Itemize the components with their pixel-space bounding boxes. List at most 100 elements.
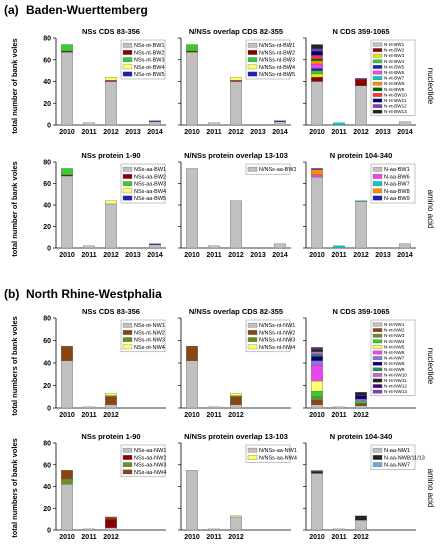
x-tick-label: 2014	[147, 129, 163, 136]
x-tick-label: 2010	[184, 252, 200, 259]
legend-swatch	[247, 50, 258, 55]
legend-swatch	[372, 53, 383, 58]
ylabel-a-aminoacid: total number of bank voles	[10, 161, 19, 256]
legend-swatch	[372, 195, 383, 201]
bar-segment-nss-aa-bw1	[83, 245, 95, 249]
bar-segment-n-nss-nt-nw2	[230, 396, 242, 405]
section-a-title: Baden-Wuerttemberg	[26, 3, 148, 17]
bar-segment-n-nt-bw5	[311, 68, 323, 71]
chart-panel-10: NSs protein 1-90 0 20 40 60 80 2010 2011 2012 NSs…	[43, 432, 166, 541]
legend-label: N-nt-BW4	[384, 59, 405, 64]
legend-label: N-nt-NW13	[384, 389, 407, 394]
legend-label: NSs-nt-BW4	[134, 65, 165, 71]
bar-segment-n-nss-nt-nw1	[230, 404, 242, 409]
y-tick-label: 80	[43, 441, 51, 448]
bar-segment-nss-aa-bw1	[105, 203, 117, 249]
chart-title: N/NSs overlap CDS 82-355	[189, 27, 283, 36]
y-tick-label: 80	[43, 36, 51, 43]
bar-segment-nss-nt-nw2	[61, 345, 73, 361]
bar-segment-n-aa-nw8-11-13	[355, 515, 367, 521]
legend-label: NSs-nt-NW2	[134, 330, 165, 336]
legend-label: N/NSs-nt-NW1	[259, 323, 295, 329]
bar-segment-nss-aa-bw1	[149, 244, 161, 249]
x-tick-label: 2010	[184, 129, 200, 136]
charts-layer: NSs CDS 83-356 0 20 40 60 80 2010 2011 2012 2013 2…	[43, 27, 425, 541]
legend-label: NSs-aa-BW4	[134, 189, 166, 195]
legend-label: N-aa-BW7	[384, 182, 410, 188]
y-tick-label: 20	[43, 506, 51, 513]
bar-segment-n-aa-bw9	[311, 168, 323, 170]
legend-swatch	[372, 70, 383, 75]
chart-title: NSs protein 1-90	[81, 151, 140, 160]
legend-label: N-nt-NW1	[384, 322, 405, 327]
bar-segment-n-nt-bw7	[333, 122, 345, 126]
ylabel-a-nucleotide: total number of bank voles	[10, 38, 19, 133]
bar-segment-n-nss-nt-nw1	[208, 406, 220, 409]
legend-label: N/NSs-nt-NW3	[259, 338, 295, 344]
bar-segment-nss-nt-bw1	[61, 51, 73, 126]
x-tick-label: 2013	[125, 129, 141, 136]
legend-swatch	[122, 344, 133, 350]
legend-label: NSs-aa-BW2	[134, 174, 166, 180]
legend-label: N-nt-NW5	[384, 344, 405, 349]
legend-swatch	[372, 322, 383, 327]
x-tick-label: 2012	[228, 252, 244, 259]
chart-panel-4: NSs protein 1-90 0 20 40 60 80 2010 2011 2012 201…	[43, 151, 166, 259]
legend-label: N-nt-BW1	[384, 42, 405, 47]
bar-segment-n-aa-bw1	[355, 201, 367, 249]
legend-label: NSs-nt-NW1	[134, 323, 165, 329]
x-tick-label: 2011	[331, 534, 346, 541]
legend-swatch	[122, 330, 133, 335]
legend-swatch	[122, 181, 133, 186]
legend-swatch	[247, 64, 258, 70]
legend-label: N-nt-BW12	[384, 104, 407, 109]
section-a-label: (a)	[4, 3, 19, 17]
legend-label: N-aa-BW6	[384, 174, 410, 180]
legend-swatch	[122, 462, 133, 467]
x-tick-label: 2013	[125, 252, 141, 259]
bar-segment-n-nss-aa-nw1	[230, 516, 242, 531]
bar-segment-n-nss-aa-bw1	[274, 243, 286, 249]
legend-label: N/NSs-nt-BW3	[259, 58, 295, 64]
bar-segment-nss-nt-bw4	[105, 77, 117, 81]
legend-label: N-nt-NW3	[384, 333, 405, 338]
legend-swatch	[122, 447, 133, 453]
bar-segment-nss-aa-nw4	[105, 516, 117, 520]
bar-segment-nss-aa-bw2	[61, 174, 73, 177]
chart-title: N protein 104-340	[330, 432, 393, 441]
legend-swatch	[372, 350, 383, 355]
bar-segment-nss-aa-bw4	[105, 200, 117, 205]
legend-label: N-nt-BW2	[384, 48, 405, 53]
bar-segment-n-nt-nw10	[311, 351, 323, 355]
legend-label: NSs-nt-BW5	[134, 72, 165, 78]
legend-swatch	[122, 188, 133, 194]
legend-label: N/NSs-aa-NW1	[259, 448, 297, 454]
side-label-b-aminoacid: amino acid	[426, 469, 435, 508]
section-b-label: (b)	[4, 287, 19, 301]
bar-segment-n-nt-bw2	[355, 79, 367, 86]
bar-segment-nss-aa-nw1	[61, 484, 73, 531]
legend-label: N-nt-NW11	[384, 378, 407, 383]
bar-segment-nss-aa-nw2	[105, 518, 117, 528]
bar-segment-n-aa-bw1	[399, 243, 411, 249]
y-tick-label: 20	[43, 383, 51, 390]
y-tick-label: 20	[43, 224, 51, 231]
x-tick-label: 2010	[309, 252, 325, 259]
bar-segment-n-nss-aa-bw1	[186, 168, 198, 249]
legend-swatch	[372, 356, 383, 360]
x-tick-label: 2012	[353, 412, 369, 419]
y-tick-label: 40	[43, 203, 51, 210]
legend-swatch	[372, 345, 383, 349]
legend-label: N-nt-BW3	[384, 53, 405, 58]
legend-label: NSs-aa-BW5	[134, 196, 166, 202]
x-tick-label: 2011	[331, 412, 346, 419]
x-tick-label: 2011	[206, 534, 221, 541]
bar-segment-n-nss-nt-nw2	[186, 345, 198, 361]
legend-swatch	[372, 81, 383, 86]
bar-segment-nss-aa-nw4	[61, 470, 73, 480]
chart-title: N/NSs protein overlap 13-103	[184, 432, 288, 441]
bar-segment-n-aa-nw1	[333, 528, 345, 531]
bar-segment-n-nss-nt-bw1	[274, 121, 286, 126]
